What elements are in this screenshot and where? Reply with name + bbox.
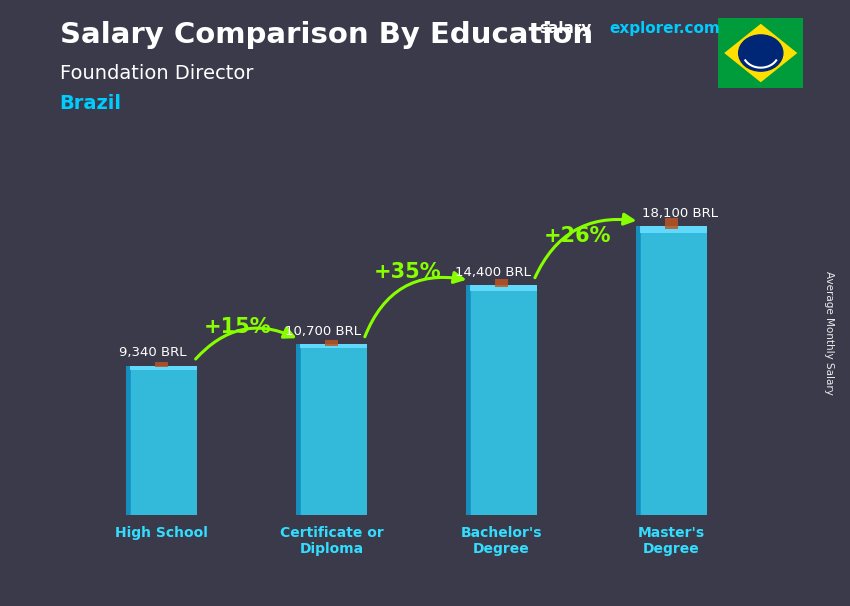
Text: Salary Comparison By Education: Salary Comparison By Education: [60, 21, 592, 49]
Bar: [665, 218, 678, 228]
Bar: [130, 366, 197, 370]
Text: +15%: +15%: [204, 316, 272, 336]
Text: Average Monthly Salary: Average Monthly Salary: [824, 271, 834, 395]
Text: Foundation Director: Foundation Director: [60, 64, 253, 82]
Bar: [640, 226, 707, 515]
Bar: [296, 344, 301, 515]
Text: +35%: +35%: [374, 262, 442, 282]
Bar: [300, 344, 367, 348]
Bar: [495, 279, 508, 287]
Text: 18,100 BRL: 18,100 BRL: [642, 207, 718, 219]
Bar: [300, 344, 367, 515]
Bar: [126, 366, 131, 515]
Bar: [470, 285, 537, 291]
Bar: [636, 226, 641, 515]
Text: 9,340 BRL: 9,340 BRL: [119, 347, 187, 359]
Polygon shape: [724, 24, 797, 82]
Text: 10,700 BRL: 10,700 BRL: [285, 325, 361, 338]
Bar: [155, 362, 168, 367]
Bar: [470, 285, 537, 515]
Bar: [466, 285, 471, 515]
Text: 14,400 BRL: 14,400 BRL: [455, 265, 531, 279]
Bar: [640, 226, 707, 233]
Text: explorer.com: explorer.com: [609, 21, 720, 36]
Bar: [130, 366, 197, 515]
Circle shape: [739, 35, 783, 71]
Text: salary: salary: [540, 21, 592, 36]
Bar: [325, 339, 338, 345]
Text: Brazil: Brazil: [60, 94, 122, 113]
Text: +26%: +26%: [544, 225, 612, 245]
